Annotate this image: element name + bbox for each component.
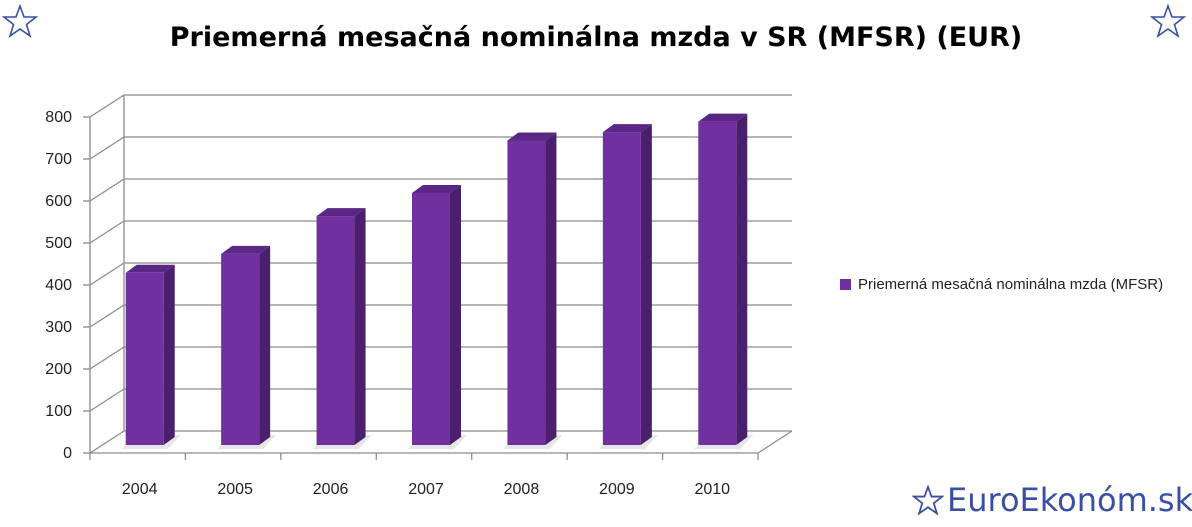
bar — [125, 272, 164, 445]
grid-line — [89, 262, 125, 286]
star-outline-icon — [912, 485, 944, 516]
grid-line — [89, 304, 125, 328]
bar-top — [698, 113, 748, 122]
bar — [221, 253, 260, 445]
y-tick-label: 400 — [45, 277, 72, 294]
y-tick-label: 800 — [45, 109, 72, 126]
x-tick-label: 2008 — [504, 481, 540, 498]
star-outline-icon — [1150, 4, 1186, 38]
x-tick-label: 2010 — [694, 481, 730, 498]
bar — [412, 193, 450, 445]
bar-chart: 0 100 200 300 400 500 600 700 800 2004 2005 2006 200… — [45, 94, 793, 498]
y-tick-label: 300 — [45, 319, 72, 336]
bar-top — [602, 124, 652, 133]
bar-side — [736, 113, 748, 445]
bar-side — [640, 124, 652, 445]
x-tick-label: 2006 — [313, 481, 349, 498]
y-tick-label: 700 — [45, 151, 72, 168]
bar — [507, 140, 546, 445]
grid-line — [89, 220, 125, 244]
bar-top — [316, 208, 366, 217]
x-tick-label: 2007 — [408, 481, 444, 498]
star-outline-icon — [2, 4, 38, 38]
bar-top — [507, 132, 557, 141]
grid-line — [89, 136, 125, 160]
bar-side — [354, 208, 366, 445]
y-tick-label: 0 — [63, 445, 72, 462]
x-tick-label: 2005 — [217, 481, 253, 498]
y-tick-label: 100 — [45, 403, 72, 420]
y-tick-label: 500 — [45, 235, 72, 252]
bar-top — [125, 264, 175, 273]
chart-title: Priemerná mesačná nominálna mzda v SR (M… — [169, 22, 1023, 53]
bar-top — [412, 185, 461, 193]
grid-line — [89, 178, 125, 202]
brand-logo: EuroEkonóm.sk — [912, 481, 1192, 521]
grid-line — [89, 94, 125, 118]
grid-line — [89, 430, 125, 454]
bar-side — [163, 264, 175, 445]
bar-side — [450, 185, 461, 445]
bar-side — [545, 132, 557, 445]
bar — [316, 216, 355, 445]
bar-top — [221, 245, 271, 254]
x-tick-label: 2009 — [599, 481, 635, 498]
bar — [602, 132, 641, 445]
bar — [698, 121, 737, 445]
chart-legend: Priemerná mesačná nominálna mzda (MFSR) — [840, 274, 1180, 296]
grid-line — [89, 346, 125, 370]
legend-swatch — [840, 279, 851, 290]
brand-text: EuroEkonóm.sk — [947, 481, 1192, 519]
grid-line — [89, 388, 125, 412]
floor-edge — [757, 430, 793, 454]
x-tick-label: 2004 — [122, 481, 158, 498]
y-tick-label: 600 — [45, 193, 72, 210]
bar-side — [259, 245, 271, 445]
y-tick-label: 200 — [45, 361, 72, 378]
legend-label: Priemerná mesačná nominálna mzda (MFSR) — [858, 276, 1164, 293]
